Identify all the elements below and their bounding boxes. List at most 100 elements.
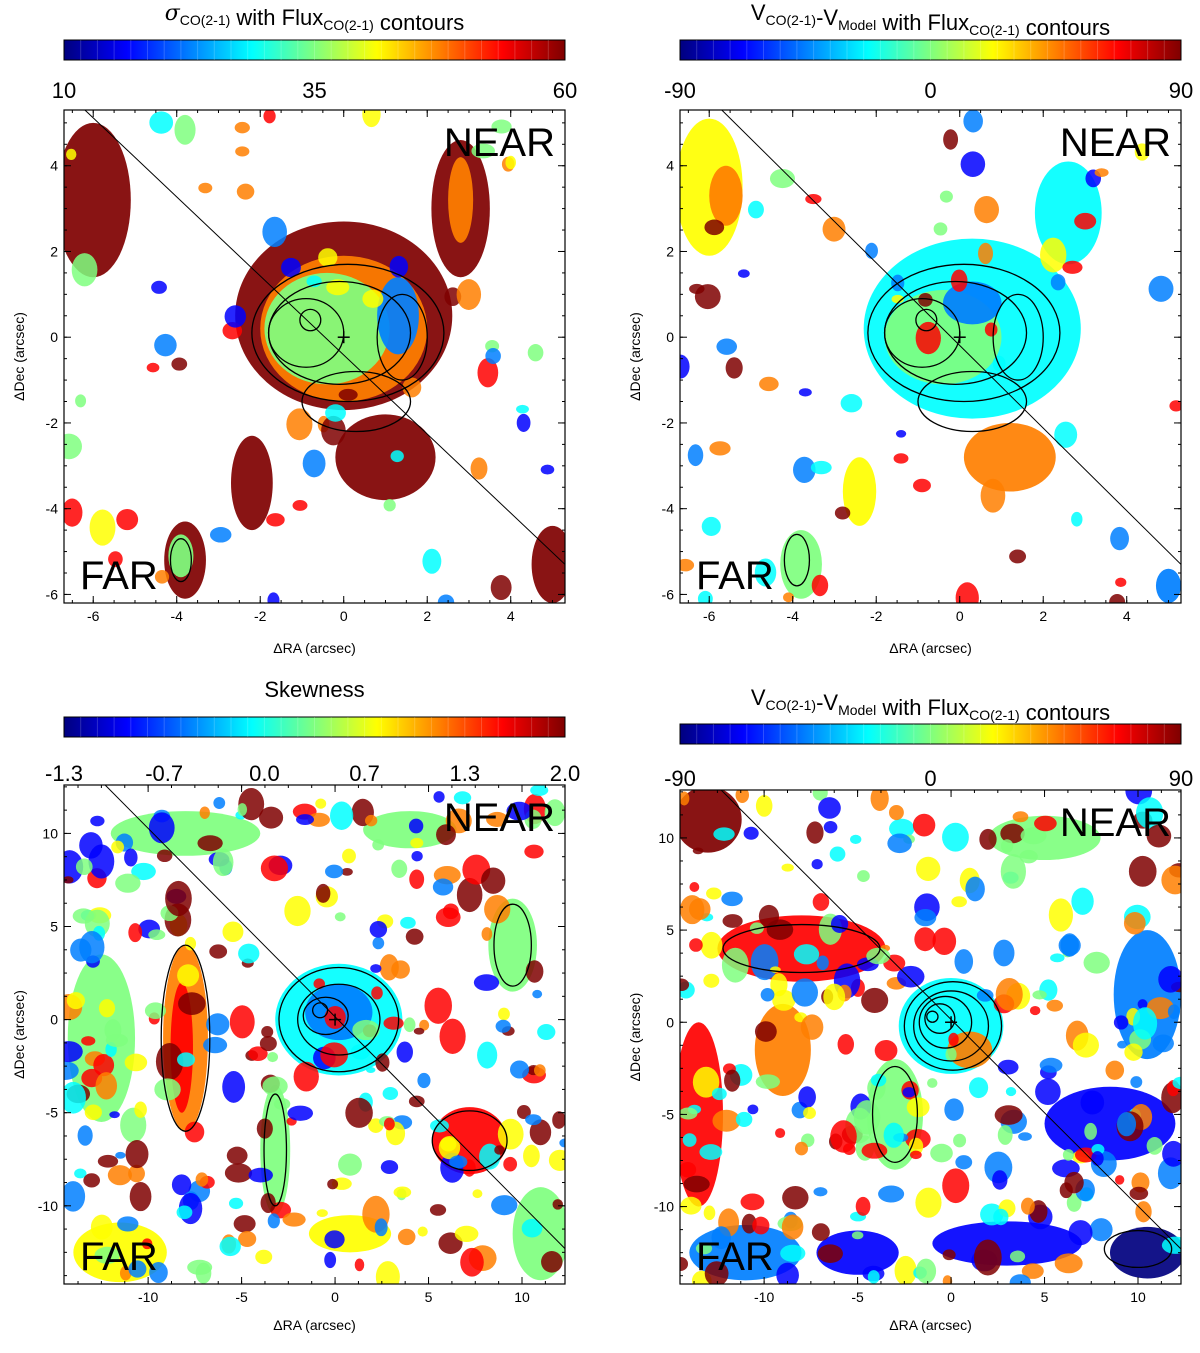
- map-speckle: [1146, 1137, 1163, 1155]
- y-tick-label: -2: [662, 415, 675, 431]
- map-speckle: [830, 1120, 857, 1153]
- map-speckle: [1117, 1112, 1137, 1137]
- title-symbol-subscript: CO(2-1): [180, 12, 231, 28]
- flux-contour: [783, 533, 811, 587]
- flux-contour: [251, 263, 445, 403]
- map-speckle: [1032, 990, 1047, 1000]
- title-symbol: V: [751, 0, 766, 25]
- map-speckle: [171, 1174, 192, 1196]
- map-speckle: [818, 797, 841, 819]
- map-speckle: [1072, 1032, 1099, 1058]
- title-middle-subscript: CO(2-1): [323, 17, 374, 33]
- map-speckle: [1083, 951, 1110, 974]
- map-speckle: [178, 992, 206, 1015]
- map-speckle: [878, 1185, 905, 1203]
- map-speckle: [128, 1260, 147, 1278]
- far-label: FAR: [696, 1235, 774, 1279]
- map-speckle: [83, 1173, 101, 1188]
- map-speckle: [440, 1137, 457, 1152]
- map-speckle: [930, 1143, 953, 1163]
- map-speckle: [1129, 1186, 1149, 1201]
- flux-contour: [376, 293, 428, 381]
- flux-contour: [311, 1002, 329, 1019]
- map-speckle: [151, 280, 167, 294]
- map-speckle: [148, 929, 166, 941]
- map-speckle: [689, 881, 700, 892]
- map-speckle: [912, 813, 936, 837]
- map-speckle: [992, 1170, 1008, 1190]
- map-region: [363, 811, 457, 849]
- map-speckle: [477, 358, 499, 388]
- map-speckle: [79, 931, 105, 964]
- map-speckle: [260, 1192, 276, 1213]
- y-tick-label: 4: [666, 158, 674, 174]
- map-speckle: [371, 986, 383, 1000]
- map-speckle: [397, 1228, 416, 1246]
- map-speckle: [537, 1024, 556, 1040]
- map-speckle: [993, 939, 1015, 967]
- x-tick-label: 0: [947, 1289, 955, 1305]
- y-axis-label: ΔDec (arcsec): [11, 312, 27, 401]
- map-speckle: [1009, 1250, 1026, 1263]
- map-speckle: [973, 1239, 1002, 1276]
- colorbar-tick-label: 0.7: [349, 761, 380, 786]
- flux-contour: [867, 263, 1061, 403]
- map-speckle: [683, 1175, 710, 1193]
- x-tick-label: 10: [514, 1289, 530, 1305]
- map-speckle: [197, 835, 223, 852]
- plot-frame: [679, 789, 1182, 1285]
- map-speckle: [266, 513, 285, 527]
- map-speckle: [517, 1105, 531, 1120]
- map-speckle: [71, 253, 98, 287]
- title-symbol: V: [751, 685, 766, 710]
- flux-contour: [915, 308, 938, 332]
- map-speckle: [1130, 1076, 1143, 1088]
- plot-frame: [679, 109, 1182, 604]
- colorbar-tick-label: -1.3: [45, 761, 83, 786]
- map-speckle: [743, 826, 759, 840]
- plot-frame: [63, 784, 566, 1285]
- map-speckle: [326, 279, 350, 296]
- map-speckle: [267, 592, 280, 603]
- map-speckle: [165, 880, 192, 917]
- x-tick-label: 5: [1041, 1289, 1049, 1305]
- map-speckle: [366, 1067, 376, 1074]
- near-label: NEAR: [444, 796, 555, 840]
- y-tick-label: 5: [666, 922, 674, 938]
- y-axis-label: ΔDec (arcsec): [11, 990, 27, 1079]
- map-speckle: [1074, 212, 1097, 230]
- x-tick-label: -2: [254, 608, 267, 624]
- map-region: [64, 122, 131, 278]
- y-tick-label: -5: [46, 1105, 59, 1121]
- map-speckle: [1021, 1263, 1044, 1279]
- colorbar-tick-label: 2.0: [550, 761, 581, 786]
- map-speckle: [701, 516, 721, 536]
- map-speckle: [1105, 1060, 1125, 1080]
- map-speckle: [1029, 1005, 1041, 1016]
- x-tick-label: 5: [425, 1289, 433, 1305]
- map-speckle: [432, 878, 454, 896]
- map-speckle: [980, 478, 1006, 513]
- map-speckle: [64, 876, 74, 884]
- y-tick-label: 4: [50, 158, 58, 174]
- x-tick-label: 2: [423, 608, 431, 624]
- map-speckle: [942, 1249, 956, 1261]
- colorbar-tick-label: 90: [1169, 78, 1193, 103]
- title-symbol: σ: [165, 1, 181, 26]
- near-label: NEAR: [1060, 121, 1171, 165]
- map-speckle: [933, 222, 948, 236]
- map-speckle: [454, 1225, 479, 1242]
- map-speckle: [481, 927, 493, 941]
- map-speckle: [1117, 1040, 1128, 1049]
- map-speckle: [1040, 237, 1067, 273]
- y-tick-label: -2: [46, 415, 59, 431]
- colorbar: [63, 716, 566, 738]
- map-speckle: [754, 558, 777, 587]
- map-speckle: [1020, 827, 1047, 845]
- x-tick-label: 0: [340, 608, 348, 624]
- map-speckle: [324, 1230, 345, 1249]
- map-speckle: [1062, 1149, 1074, 1161]
- map-speckle: [747, 200, 764, 219]
- map-speckle: [525, 960, 544, 983]
- map-speckle: [800, 1014, 824, 1040]
